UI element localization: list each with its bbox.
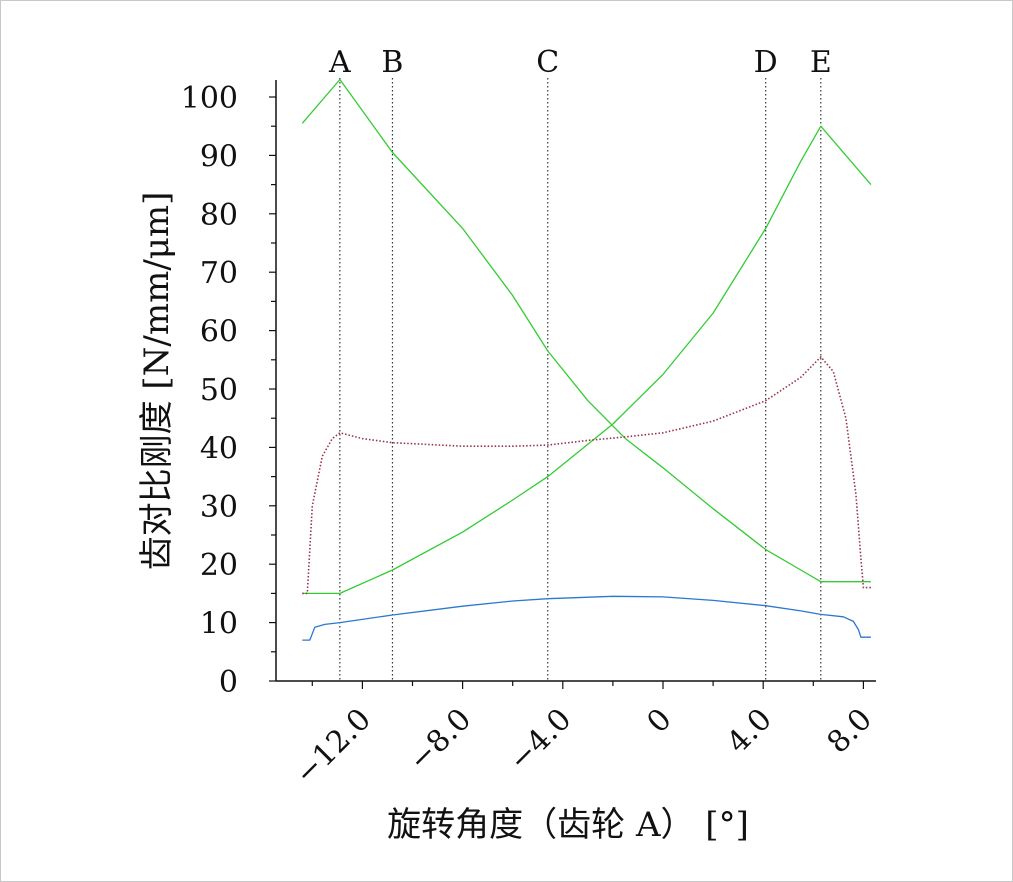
x-tick-label: 8.0 xyxy=(821,702,879,760)
marker-label-d: D xyxy=(754,45,778,80)
y-tick-label: 30 xyxy=(200,490,238,525)
y-tick-label: 90 xyxy=(200,139,238,174)
y-tick-label: 60 xyxy=(200,315,238,350)
x-tick-label: −8.0 xyxy=(402,702,478,778)
x-tick-label: −12.0 xyxy=(288,702,378,792)
series-lines xyxy=(301,78,872,641)
y-tick-label: 0 xyxy=(219,665,238,700)
y-axis-title: 齿对比刚度 [N/mm/μm] xyxy=(137,192,177,571)
marker-label-c: C xyxy=(536,45,559,80)
axes xyxy=(269,80,876,689)
y-tick-label: 20 xyxy=(200,548,238,583)
marker-lines xyxy=(339,78,822,681)
y-tick-label: 10 xyxy=(200,607,238,642)
y-tick-label: 70 xyxy=(200,256,238,291)
series-line-3 xyxy=(302,356,871,595)
marker-label-b: B xyxy=(381,45,403,80)
y-tick-label: 40 xyxy=(200,431,238,466)
y-tick-label: 80 xyxy=(200,198,238,233)
series-line-1 xyxy=(301,78,871,583)
x-axis-title: 旋转角度（齿轮 A） [°] xyxy=(387,805,749,845)
x-tick-label: −4.0 xyxy=(502,702,578,778)
marker-label-e: E xyxy=(810,45,832,80)
marker-label-a: A xyxy=(328,45,351,80)
x-tick-label: 4.0 xyxy=(720,702,778,760)
y-tick-label: 50 xyxy=(200,373,238,408)
x-tick-label: 0 xyxy=(640,702,678,740)
y-tick-label: 100 xyxy=(181,81,238,116)
labels: A B C D E 0 10 20 30 40 50 60 70 80 90 100 −12.0 −8.0 −4.0… xyxy=(181,45,879,792)
series-line-4 xyxy=(302,595,871,641)
series-line-2 xyxy=(302,125,872,595)
